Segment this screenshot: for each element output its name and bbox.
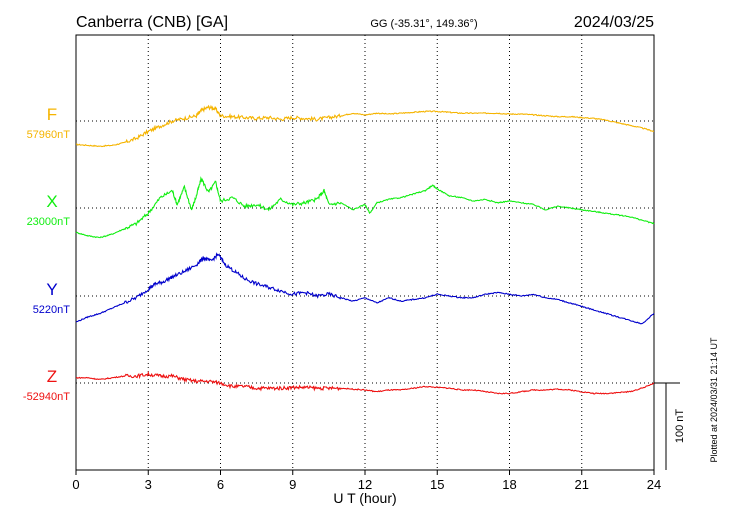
x-tick-label: 6 — [217, 477, 224, 492]
series-line-f — [76, 104, 655, 148]
grid — [76, 35, 654, 470]
x-tick-label: 15 — [430, 477, 444, 492]
series-labels: F 57960nT X 23000nT Y 5220nT Z -52940nT — [23, 105, 70, 403]
x-tick-label: 18 — [502, 477, 516, 492]
series-baseline-z: -52940nT — [23, 391, 70, 403]
series-line-z — [75, 370, 655, 395]
x-tick-label: 9 — [289, 477, 296, 492]
x-axis-ticks: 0 3 6 9 12 15 18 21 24 — [72, 470, 661, 492]
x-tick-label: 21 — [575, 477, 589, 492]
series-name-y: Y — [46, 280, 57, 299]
x-tick-label: 0 — [72, 477, 79, 492]
x-tick-label: 12 — [358, 477, 372, 492]
series-line-x — [75, 176, 655, 239]
coordinates-label: GG (-35.31°, 149.36°) — [370, 18, 477, 30]
x-tick-label: 24 — [647, 477, 661, 492]
x-axis-label: U T (hour) — [333, 490, 396, 506]
series-baseline-x: 23000nT — [27, 216, 71, 228]
series-baseline-y: 5220nT — [33, 304, 71, 316]
station-title: Canberra (CNB) [GA] — [76, 14, 228, 31]
series-name-z: Z — [47, 367, 57, 386]
plotted-at-note: Plotted at 2024/03/31 21:14 UT — [709, 337, 719, 463]
series-name-x: X — [46, 192, 57, 211]
date-label: 2024/03/25 — [574, 14, 654, 31]
x-tick-label: 3 — [145, 477, 152, 492]
series-lines — [75, 104, 655, 395]
series-baseline-f: 57960nT — [27, 129, 71, 141]
series-line-y — [75, 252, 655, 325]
series-name-f: F — [47, 105, 57, 124]
scale-bar-label: 100 nT — [674, 409, 686, 444]
scale-bar: 100 nT — [654, 382, 686, 470]
plot-frame — [75, 34, 655, 471]
